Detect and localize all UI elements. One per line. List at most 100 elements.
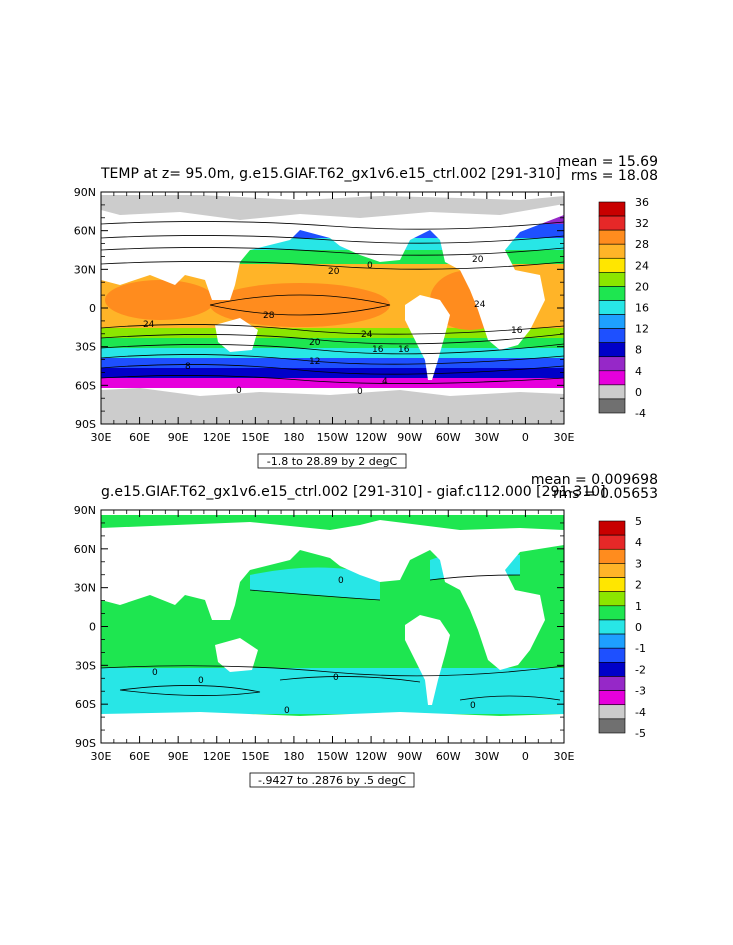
colorbar-swatch <box>598 314 626 329</box>
panel1-range-label: -1.8 to 28.89 by 2 degC <box>267 455 398 468</box>
panel2-range-label: -.9427 to .2876 by .5 degC <box>258 774 406 787</box>
colorbar-label: 8 <box>635 344 642 357</box>
contour-label: 24 <box>474 300 486 310</box>
panel1-contour-labels: 28 24 24 20 20 20 16 12 8 4 0 0 16 16 24… <box>143 255 523 397</box>
contour-label: 20 <box>309 338 321 348</box>
x-tick-label: 60W <box>436 750 461 763</box>
panel2-map: 0 0 0 0 0 0 <box>101 510 564 743</box>
colorbar-label: -4 <box>635 706 646 719</box>
colorbar-swatch <box>598 342 626 358</box>
colorbar-swatch <box>598 398 626 414</box>
panel1-range-box <box>257 453 407 469</box>
x-tick-label: 0 <box>522 431 529 444</box>
contour-label: 0 <box>236 386 242 396</box>
colorbar-swatch <box>598 384 626 400</box>
panel1-colorbar: 36 32 28 24 20 16 12 8 4 0 -4 <box>598 196 649 420</box>
colorbar-label: 3 <box>635 557 642 570</box>
panel1-rms: rms = 18.08 <box>571 168 658 184</box>
y-tick-label: 90N <box>74 504 96 517</box>
colorbar-swatch <box>598 534 626 550</box>
panel1-map: 28 24 24 20 20 20 16 12 8 4 0 0 16 16 24… <box>101 192 564 424</box>
x-tick-label: 180 <box>283 431 304 444</box>
x-tick-label: 0 <box>522 750 529 763</box>
contour-label: 12 <box>309 357 320 367</box>
y-tick-label: 0 <box>89 621 96 634</box>
warm-pool <box>210 283 390 327</box>
x-tick-label: 90W <box>397 750 422 763</box>
colorbar-swatch <box>598 215 626 231</box>
land-eurasia-africa <box>101 520 564 670</box>
colorbar-swatch <box>598 633 626 649</box>
contour-label: 16 <box>511 326 523 336</box>
x-tick-label: 150W <box>317 750 349 763</box>
land-south-america <box>405 615 450 705</box>
colorbar-label: 16 <box>635 302 649 315</box>
colorbar-swatch <box>598 647 626 663</box>
y-tick-label: 30N <box>74 582 96 595</box>
contour-label: 0 <box>284 706 290 716</box>
panel1-axes: 30E 60E 90E 120E 150E 180 150W 120W 90W 60W 30W 0 30… <box>74 186 575 444</box>
x-tick-label: 30E <box>554 431 575 444</box>
contour-label: 4 <box>382 377 388 387</box>
colorbar-swatch <box>598 356 626 372</box>
contour-label: 0 <box>470 701 476 711</box>
colorbar-swatch <box>598 704 626 720</box>
colorbar-swatch <box>598 286 626 301</box>
x-tick-label: 120E <box>203 750 231 763</box>
colorbar-swatch <box>598 605 626 621</box>
x-tick-label: 180 <box>283 750 304 763</box>
colorbar-swatch <box>598 520 626 536</box>
y-tick-label: 60S <box>75 698 96 711</box>
panel2-contours <box>101 574 564 701</box>
land-antarctica <box>101 388 564 424</box>
panel1-contours <box>101 221 564 384</box>
x-tick-label: 30E <box>554 750 575 763</box>
x-tick-label: 120W <box>355 431 387 444</box>
land-antarctica <box>101 712 564 743</box>
contour-label: 20 <box>472 255 484 265</box>
band-mild <box>101 336 564 348</box>
colorbar-swatch <box>598 257 626 273</box>
colorbar-label: 32 <box>635 217 649 230</box>
x-tick-label: 90W <box>397 431 422 444</box>
colorbar-swatch <box>598 563 626 578</box>
panel-temperature: TEMP at z= 95.0m, g.e15.GIAF.T62_gx1v6.e… <box>74 154 658 469</box>
land-eurasia-africa <box>101 192 564 350</box>
contour-label: 0 <box>338 576 344 586</box>
panel1-mean: mean = 15.69 <box>558 154 658 170</box>
colorbar-swatch <box>598 591 626 607</box>
contour-label: 16 <box>398 345 410 355</box>
y-tick-label: 0 <box>89 302 96 315</box>
colorbar-swatch <box>598 243 626 259</box>
colorbar-label: -4 <box>635 407 646 420</box>
colorbar-label: 0 <box>635 621 642 634</box>
contour-label: 0 <box>333 673 339 683</box>
contour-label: 28 <box>263 311 275 321</box>
colorbar-swatch <box>598 718 626 734</box>
y-tick-label: 30N <box>74 263 96 276</box>
colorbar-label: 20 <box>635 280 649 293</box>
colorbar-swatch <box>598 229 626 245</box>
y-tick-label: 90S <box>75 418 96 431</box>
indian-warm <box>105 280 215 320</box>
y-tick-label: 30S <box>75 341 96 354</box>
contour-label: 0 <box>367 261 373 271</box>
x-tick-label: 150E <box>241 750 269 763</box>
band-southern-neg <box>101 668 564 714</box>
x-tick-label: 60W <box>436 431 461 444</box>
contour-label: 20 <box>328 267 340 277</box>
x-tick-label: 90E <box>168 750 189 763</box>
panel2-axes: 30E 60E 90E 120E 150E 180 150W 120W 90W 60W 30W 0 30… <box>74 504 575 763</box>
colorbar-swatch <box>598 328 626 343</box>
colorbar-label: -2 <box>635 663 646 676</box>
x-tick-label: 90E <box>168 431 189 444</box>
x-tick-label: 120E <box>203 431 231 444</box>
y-tick-label: 90N <box>74 186 96 199</box>
contour-label: 24 <box>143 320 155 330</box>
y-tick-label: 30S <box>75 659 96 672</box>
x-tick-label: 60E <box>129 431 150 444</box>
contour-label: 24 <box>361 330 373 340</box>
contour-label: 0 <box>357 387 363 397</box>
colorbar-label: -3 <box>635 685 646 698</box>
contour-label: 8 <box>185 362 191 372</box>
